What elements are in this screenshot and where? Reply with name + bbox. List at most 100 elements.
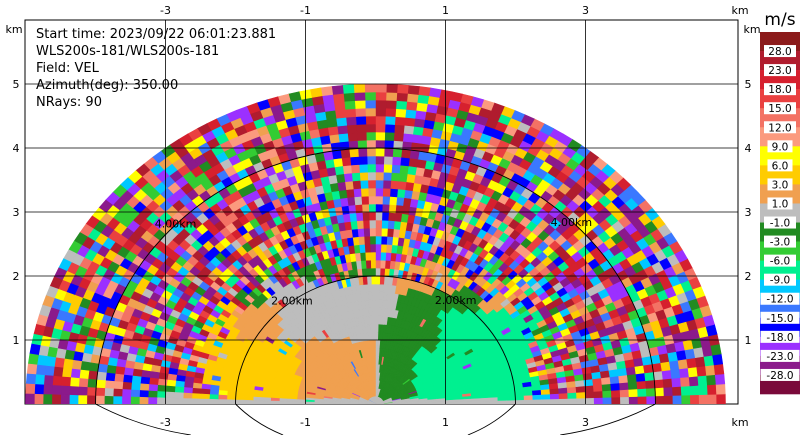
velocity-gate — [366, 124, 376, 132]
velocity-gate — [236, 400, 245, 404]
velocity-gate — [36, 365, 46, 376]
velocity-gate — [376, 108, 386, 116]
velocity-gate — [647, 396, 656, 404]
colorbar-tick-label: -23.0 — [766, 351, 793, 363]
velocity-gate — [594, 398, 603, 405]
velocity-gate — [54, 358, 64, 368]
velocity-gate — [376, 236, 382, 244]
velocity-gate — [28, 354, 38, 365]
velocity-gate — [689, 376, 699, 386]
velocity-gate — [690, 395, 699, 404]
velocity-gate — [707, 375, 717, 385]
velocity-gate — [218, 390, 227, 395]
velocity-gate — [383, 188, 391, 196]
velocity-gate — [354, 92, 365, 100]
velocity-gate — [96, 396, 105, 404]
velocity-gate — [367, 164, 375, 172]
velocity-gate — [397, 85, 409, 94]
velocity-gate — [611, 390, 620, 397]
y-unit-right-label: km — [743, 23, 760, 36]
velocity-gate — [113, 397, 122, 405]
velocity-gate — [253, 401, 262, 405]
velocity-gate — [45, 366, 55, 376]
velocity-gate — [410, 150, 420, 159]
velocity-gate — [397, 189, 405, 198]
velocity-gate — [358, 148, 367, 156]
velocity-gate — [326, 118, 337, 127]
velocity-gate — [35, 375, 45, 385]
velocity-gate — [602, 384, 611, 391]
velocity-gate — [399, 173, 408, 182]
velocity-gate — [383, 180, 391, 188]
velocity-gate — [533, 399, 542, 404]
velocity-gate — [132, 376, 142, 384]
velocity-gate — [672, 386, 681, 395]
velocity-gate — [356, 116, 366, 125]
velocity-gate — [404, 125, 414, 134]
velocity-gate — [366, 132, 375, 140]
velocity-gate — [385, 260, 391, 268]
velocity-gate — [106, 365, 116, 374]
velocity-gate — [394, 125, 404, 134]
velocity-gate — [376, 164, 384, 172]
velocity-gate — [396, 101, 407, 110]
velocity-gate — [365, 252, 371, 260]
velocity-gate — [345, 181, 354, 190]
velocity-gate — [429, 88, 441, 98]
velocity-gate — [368, 196, 375, 204]
field-label: Field: VEL — [36, 61, 100, 76]
velocity-gate — [620, 397, 629, 404]
velocity-gate — [370, 236, 376, 244]
range-ring-label: 4.00km — [155, 218, 197, 231]
velocity-gate — [131, 397, 140, 404]
velocity-gate — [166, 380, 175, 387]
velocity-gate — [175, 381, 184, 388]
velocity-gate — [355, 100, 366, 108]
velocity-gate — [201, 399, 210, 404]
velocity-gate — [314, 402, 323, 404]
velocity-gate — [366, 140, 375, 148]
velocity-gate — [62, 368, 72, 378]
velocity-gate — [356, 212, 363, 220]
velocity-gate — [376, 204, 383, 212]
velocity-gate — [78, 396, 87, 405]
velocity-gate — [383, 172, 391, 180]
velocity-gate — [559, 399, 568, 405]
velocity-gate — [122, 397, 131, 404]
velocity-gate — [367, 156, 376, 164]
velocity-gate — [376, 132, 385, 140]
velocity-gate — [359, 164, 368, 172]
velocity-gate — [524, 400, 533, 405]
velocity-gate — [394, 133, 404, 142]
colorbar-tick-label: 12.0 — [768, 122, 791, 134]
velocity-gate — [627, 374, 637, 382]
velocity-gate — [398, 181, 407, 190]
velocity-gate — [114, 374, 124, 382]
velocity-gate — [619, 382, 628, 390]
velocity-gate — [376, 316, 379, 324]
velocity-gate — [80, 361, 90, 371]
velocity-gate — [533, 395, 542, 400]
velocity-gate — [619, 375, 629, 383]
velocity-gate — [253, 397, 262, 401]
velocity-gate — [418, 87, 430, 96]
velocity-gate — [365, 100, 375, 108]
velocity-gate — [690, 385, 699, 395]
velocity-gate — [384, 140, 393, 148]
velocity-gate — [653, 371, 663, 380]
velocity-gate — [148, 384, 157, 391]
velocity-gate — [201, 394, 210, 399]
velocity-gate — [376, 140, 385, 148]
velocity-gate — [673, 395, 682, 404]
velocity-gate — [376, 332, 379, 340]
velocity-gate — [376, 308, 379, 316]
velocity-gate — [393, 229, 400, 238]
velocity-gate — [52, 395, 61, 404]
velocity-gate — [681, 386, 690, 395]
x-tick-label-bottom: 3 — [582, 416, 589, 429]
x-unit-bottom-label: km — [731, 416, 748, 429]
y-tick-label-left: 2 — [13, 270, 20, 283]
colorbar-tick-label: 1.0 — [772, 198, 789, 210]
velocity-gate — [98, 364, 108, 373]
velocity-gate — [360, 172, 368, 180]
